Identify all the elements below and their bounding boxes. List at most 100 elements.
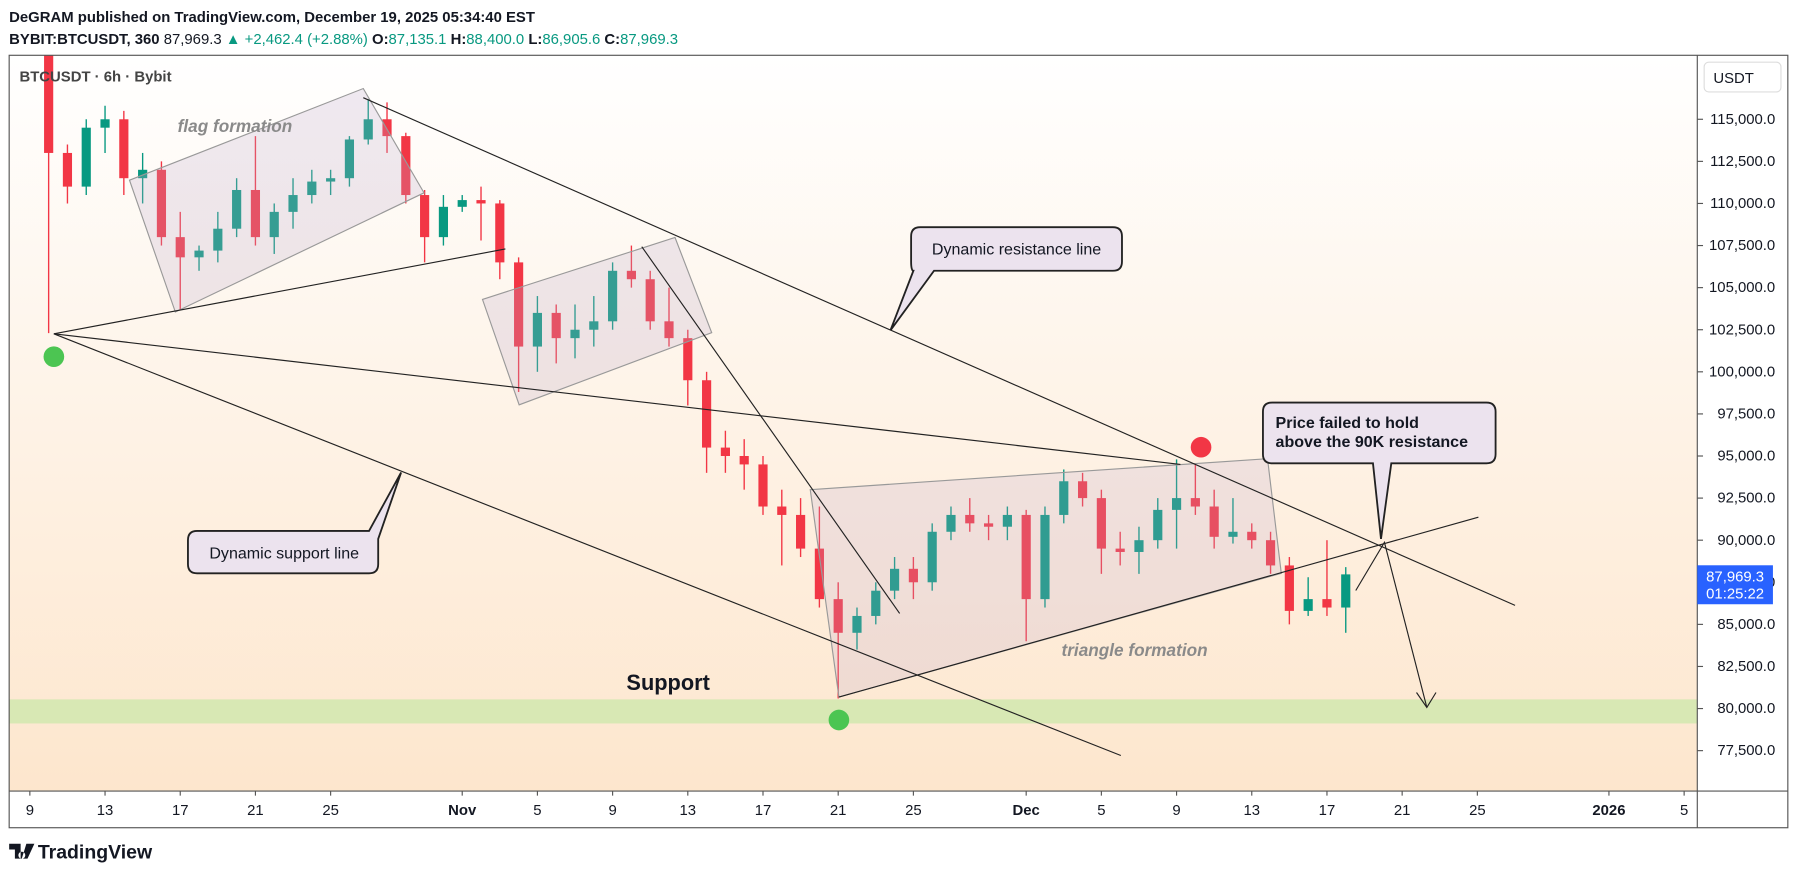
c: 87,969.3 — [620, 32, 678, 48]
x-tick-label: Nov — [448, 803, 477, 819]
price-tag — [1697, 565, 1773, 605]
candle-body — [927, 531, 937, 583]
y-tick-label: 82,500.0 — [1717, 659, 1775, 675]
callout-line: above the 90K resistance — [1276, 433, 1469, 451]
symbol-line: BYBIT:BTCUSDT, 360 87,969.3 ▲ +2,462.4 (… — [9, 32, 678, 48]
candle-body — [589, 321, 599, 330]
candle-body — [626, 270, 636, 280]
x-tick-label: 5 — [1680, 803, 1688, 819]
candle-body — [476, 200, 486, 204]
candle-body — [871, 590, 881, 616]
symbol: BYBIT:BTCUSDT, 360 — [9, 32, 159, 48]
flag-label: flag formation — [178, 116, 293, 136]
candle-body — [908, 568, 918, 583]
candle-body — [1322, 599, 1332, 608]
candle-body — [890, 568, 900, 591]
candle-body — [1228, 531, 1238, 537]
x-tick-label: 25 — [1469, 803, 1486, 819]
candle-body — [1096, 498, 1106, 549]
candle-body — [156, 169, 167, 238]
candle-body — [833, 599, 843, 633]
price-tag-price: 87,969.3 — [1706, 569, 1764, 585]
y-tick-label: 100,000.0 — [1709, 364, 1775, 380]
candle-body — [81, 127, 91, 187]
high-dot — [1190, 436, 1212, 458]
x-tick-label: 25 — [905, 803, 922, 819]
candle-body — [1303, 599, 1313, 611]
low-dot — [828, 709, 850, 731]
unit-box — [1703, 61, 1782, 93]
y-tick-label: 85,000.0 — [1717, 617, 1775, 633]
x-tick-label: 21 — [1394, 803, 1411, 819]
candle-body — [100, 119, 110, 128]
candle-body — [608, 270, 618, 322]
x-tick-label: 9 — [608, 803, 616, 819]
callout — [187, 472, 402, 575]
candle-body — [983, 523, 994, 527]
x-tick-label: 9 — [26, 803, 34, 819]
frame — [8, 54, 1789, 829]
candle-body — [420, 195, 430, 238]
candle-body — [1115, 548, 1125, 552]
x-tick-label: Dec — [1013, 803, 1040, 819]
candle-body — [965, 514, 975, 524]
candle-body — [532, 312, 542, 347]
chart-title: BTCUSDT · 6h · Bybit — [19, 70, 171, 86]
flag-box-2 — [481, 236, 713, 406]
candle-body — [326, 178, 336, 182]
y-tick-label: 95,000.0 — [1717, 449, 1775, 465]
y-tick-label: 112,500.0 — [1710, 154, 1775, 170]
trend-line — [641, 246, 901, 614]
x-tick-label: 17 — [755, 803, 772, 819]
o: 87,135.1 — [389, 32, 447, 48]
y-tick-label: 92,500.0 — [1717, 491, 1775, 507]
x-tick-label: 21 — [830, 803, 847, 819]
candle-body — [307, 181, 317, 196]
y-tick-label: 80,000.0 — [1717, 701, 1775, 717]
unit: USDT — [1713, 71, 1754, 87]
callout-line: Price failed to hold — [1276, 414, 1419, 432]
x-tick-label: 25 — [322, 803, 339, 819]
candle-body — [551, 312, 561, 339]
price-tag-countdown: 01:25:22 — [1706, 587, 1764, 603]
arrow-head — [1416, 692, 1437, 709]
candle-body — [1059, 481, 1069, 515]
candle-body — [777, 506, 787, 515]
y-tick-label: 97,500.0 — [1717, 406, 1775, 422]
candle-body — [62, 152, 73, 187]
candle-body — [739, 456, 749, 465]
candle-body — [269, 211, 279, 238]
callout — [1262, 401, 1497, 540]
candle-body — [852, 615, 862, 633]
trend-line — [53, 333, 1181, 466]
h-label: H: — [451, 32, 467, 48]
support-zone — [9, 699, 1698, 724]
y-tick-label: 105,000.0 — [1709, 280, 1775, 296]
y-tick-label: 107,500.0 — [1709, 238, 1775, 254]
y-tick-label: 115,000.0 — [1710, 112, 1775, 128]
h: 88,400.0 — [466, 32, 524, 48]
callout-text: Price failed to hold above the 90K resist… — [1276, 414, 1469, 451]
candle-body — [1077, 481, 1088, 499]
x-tick-label: 9 — [1172, 803, 1180, 819]
candle-body — [138, 169, 148, 179]
flag-box — [128, 87, 425, 313]
triangle-box — [809, 458, 1282, 698]
o-label: O: — [372, 32, 389, 48]
candle-body — [796, 514, 806, 549]
candle-body — [946, 514, 956, 532]
candle-body — [1265, 540, 1276, 566]
publisher: DeGRAM published on TradingView.com, Dec… — [9, 10, 535, 26]
last: 87,969.3 — [164, 32, 222, 48]
candle-body — [1040, 514, 1050, 600]
y-tick-label: 90,000.0 — [1717, 533, 1775, 549]
candle-body — [232, 189, 242, 229]
candle-body — [194, 250, 204, 258]
low-dot — [43, 346, 65, 368]
candle-body — [1190, 498, 1200, 507]
trend-line — [53, 248, 506, 335]
drawings — [53, 87, 1516, 757]
candle-body — [664, 321, 674, 339]
x-tick-label: 13 — [680, 803, 697, 819]
